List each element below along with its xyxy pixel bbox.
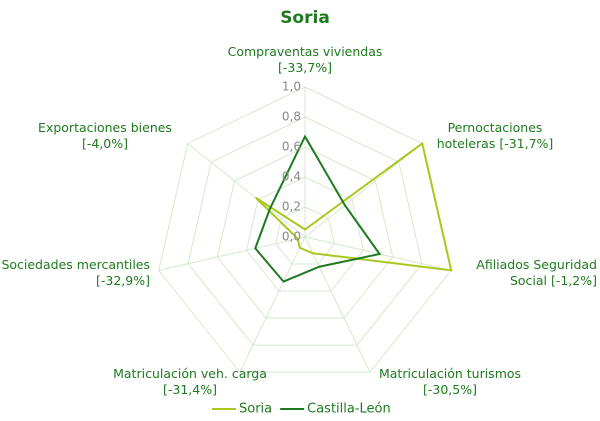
spoke	[304, 236, 371, 373]
axis-label: Matriculación veh. carga [-31,4%]	[113, 366, 267, 397]
r-tick-label: 0,6	[282, 140, 301, 154]
r-tick-label: 0,4	[282, 170, 301, 184]
legend-label: Castilla-León	[307, 402, 391, 417]
spoke	[187, 143, 306, 238]
r-tick-label: 0,8	[282, 110, 301, 124]
spoke	[239, 236, 306, 373]
legend-label: Soria	[239, 402, 272, 417]
axis-label: Exportaciones bienes [-4,0%]	[38, 120, 172, 151]
spoke	[158, 236, 306, 271]
axis-label: Sociedades mercantiles [-32,9%]	[1, 257, 150, 288]
chart-title: Soria	[280, 8, 330, 28]
series-line	[254, 134, 382, 283]
r-tick-label: 1,0	[282, 80, 301, 94]
axis-label: Compraventas viviendas [-33,7%]	[227, 44, 383, 75]
r-tick-label: 0,0	[282, 230, 301, 244]
grid-ring	[245, 176, 365, 292]
spoke	[304, 143, 423, 238]
r-tick-label: 0,2	[282, 200, 301, 214]
axis-label: Pernoctaciones hoteleras [-31,7%]	[436, 120, 554, 151]
axis-label: Afiliados Seguridad Social [-1,2%]	[476, 257, 597, 288]
axis-label: Matriculación turismos [-30,5%]	[378, 366, 522, 397]
grid-ring	[216, 146, 394, 319]
grid-ring	[187, 116, 423, 346]
series-line	[255, 141, 453, 272]
